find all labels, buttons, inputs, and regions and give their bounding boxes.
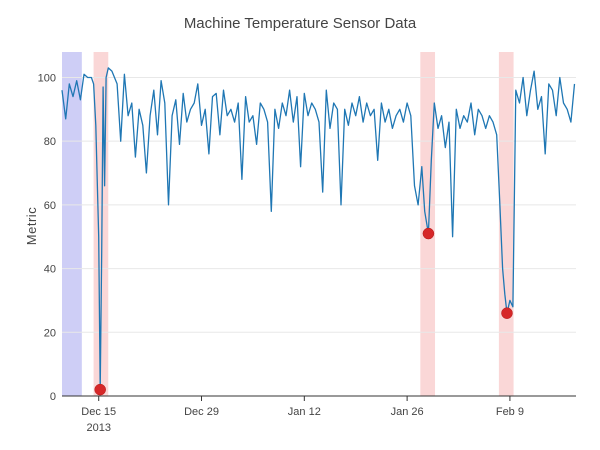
y-tick-label-20: 20 [44, 327, 56, 339]
anomaly-point-2 [501, 307, 513, 319]
train-window-0 [62, 52, 82, 396]
y-tick-label-40: 40 [44, 264, 56, 276]
x-tick-sublabel-0: 2013 [86, 422, 110, 434]
chart-title: Machine Temperature Sensor Data [184, 15, 417, 32]
x-axis-ticks: Dec 15 2013 Dec 29 Jan 12 Jan 26 Feb 9 [81, 396, 524, 434]
anomaly-point-1 [422, 227, 435, 240]
x-tick-label-1: Dec 29 [184, 406, 219, 418]
x-tick-label-0: Dec 15 [81, 406, 116, 418]
series-line-0 [61, 67, 576, 391]
anomaly-point-0 [94, 383, 106, 396]
y-tick-label-0: 0 [50, 391, 56, 403]
y-tick-label-100: 100 [38, 72, 56, 84]
y-axis-label: Metric [24, 207, 39, 245]
anomaly-window-1 [93, 52, 109, 396]
y-tick-label-80: 80 [44, 136, 56, 148]
series-group [61, 67, 576, 391]
x-tick-label-4: Feb 9 [496, 406, 524, 418]
y-axis-ticks: 0 20 40 60 80 100 [38, 72, 56, 403]
x-tick-label-3: Jan 26 [391, 406, 424, 418]
anomaly-points [94, 227, 513, 396]
y-tick-label-60: 60 [44, 200, 56, 212]
anomaly-window-2 [420, 52, 436, 396]
x-tick-label-2: Jan 12 [288, 406, 321, 418]
gridlines [62, 76, 576, 333]
